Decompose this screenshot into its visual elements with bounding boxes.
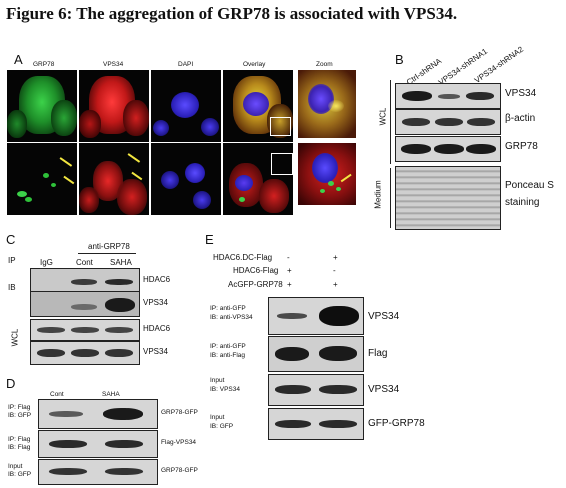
band-label-e-row1: VPS34 — [368, 311, 400, 322]
lane-label-saha-c: SAHA — [110, 258, 132, 267]
zoom-box-row1 — [270, 117, 291, 136]
cond-e-row4-b: IB: GFP — [210, 423, 234, 430]
band-label-d-row2: Flag-VPS34 — [161, 439, 197, 446]
band-label-c-vps34-2: VPS34 — [143, 347, 168, 356]
cond-e-acgfp: AcGFP-GRP78 — [228, 280, 283, 289]
band-label-c-hdac6-2: HDAC6 — [143, 324, 171, 333]
panel-e-label: E — [205, 232, 214, 247]
col-header-overlay: Overlay — [243, 61, 266, 68]
micrograph-dapi-row1 — [151, 70, 221, 142]
blot-e-row1 — [268, 297, 364, 335]
cond-d-row3-a: Input — [8, 463, 23, 470]
blot-e-row3 — [268, 374, 364, 406]
lane-label-cont-c: Cont — [76, 258, 93, 267]
band-label-e-row3: VPS34 — [368, 384, 400, 395]
panel-d-label: D — [6, 376, 16, 391]
lane-label-saha-d: SAHA — [102, 391, 120, 398]
wcl-label-c: WCL — [10, 328, 20, 347]
band-label-c-hdac6-1: HDAC6 — [143, 275, 171, 284]
cond-e-row3-a: Input — [210, 377, 225, 384]
blot-e-row4 — [268, 408, 364, 440]
cond-e-row3-b: IB: VPS34 — [210, 386, 240, 393]
cond-e-hdac6-lane2: - — [333, 266, 336, 275]
micrograph-zoom-row2 — [298, 143, 356, 205]
micrograph-vps34-row1 — [79, 70, 149, 142]
micrograph-dapi-row2 — [151, 143, 221, 215]
medium-bracket-b — [390, 168, 391, 228]
lane-label-cont-d: Cont — [50, 391, 64, 398]
cond-e-hdac6: HDAC6-Flag — [233, 266, 279, 275]
cond-e-acgfp-lane2: + — [333, 280, 338, 289]
col-header-dapi: DAPI — [178, 61, 194, 68]
figure-title: Figure 6: The aggregation of GRP78 is as… — [6, 4, 458, 23]
cond-e-hdac6dc-lane2: + — [333, 253, 338, 262]
cond-d-row2-a: IP: Flag — [8, 436, 31, 443]
arrow-icon — [63, 175, 75, 184]
antibody-bracket-c — [78, 253, 136, 254]
cond-e-row1-a: IP: anti-GFP — [210, 305, 246, 312]
cond-e-acgfp-lane1: + — [287, 280, 292, 289]
panel-b-label: B — [395, 52, 404, 67]
blot-c-hdac6-wcl — [30, 319, 140, 341]
ponceau-label-line1: Ponceau S — [505, 180, 554, 191]
band-label-b-vps34: VPS34 — [505, 88, 537, 99]
col-header-zoom: Zoom — [316, 61, 333, 68]
band-label-e-row2: Flag — [368, 348, 388, 359]
cond-e-row4-a: Input — [210, 414, 225, 421]
blot-d-row3 — [38, 459, 158, 485]
cond-d-row2-b: IB: Flag — [8, 444, 31, 451]
cond-e-hdac6-lane1: + — [287, 266, 292, 275]
ponceau-label-line2: staining — [505, 197, 540, 208]
band-label-b-actin: β-actin — [505, 113, 536, 124]
cond-e-row2-a: IP: anti-GFP — [210, 343, 246, 350]
micrograph-overlay-row1 — [223, 70, 293, 142]
ib-label-c: IB — [8, 283, 16, 292]
panel-a-label: A — [14, 52, 23, 67]
band-label-e-row4: GFP-GRP78 — [368, 418, 425, 429]
cond-d-row3-b: IB: GFP — [8, 471, 32, 478]
micrograph-grp78-row1 — [7, 70, 77, 142]
blot-b-vps34 — [395, 83, 501, 109]
blot-b-actin — [395, 109, 501, 135]
band-label-b-grp78: GRP78 — [505, 141, 538, 152]
blot-e-row2 — [268, 336, 364, 372]
cond-e-row2-b: IB: anti-Flag — [210, 352, 246, 359]
blot-b-grp78 — [395, 136, 501, 162]
blot-d-row2 — [38, 430, 158, 458]
cond-e-hdac6dc-lane1: - — [287, 253, 290, 262]
band-label-d-row3: GRP78-GFP — [161, 467, 198, 474]
wcl-label-b: WCL — [378, 107, 388, 126]
panel-c-label: C — [6, 232, 16, 247]
band-label-c-vps34-1: VPS34 — [143, 298, 168, 307]
arrow-icon — [59, 157, 73, 167]
zoom-box-row2 — [271, 153, 293, 175]
cond-e-hdac6dc: HDAC6.DC-Flag — [213, 253, 273, 262]
blot-b-ponceau — [395, 166, 501, 230]
micrograph-zoom-row1 — [298, 70, 356, 138]
col-header-grp78: GRP78 — [33, 61, 55, 68]
cond-e-row1-b: IB: anti-VPS34 — [210, 314, 253, 321]
arrow-icon — [127, 153, 141, 163]
ip-label-c: IP — [8, 256, 16, 265]
wcl-bracket-b — [390, 80, 391, 164]
blot-c-hdac6-ip — [30, 268, 140, 292]
cond-d-row1-a: IP: Flag — [8, 404, 31, 411]
col-header-vps34: VPS34 — [103, 61, 124, 68]
lane-label-igg: IgG — [40, 258, 53, 267]
antibody-label-c: anti-GRP78 — [88, 242, 130, 251]
medium-label-b: Medium — [373, 180, 383, 209]
micrograph-grp78-row2 — [7, 143, 77, 215]
blot-d-row1 — [38, 399, 158, 429]
band-label-d-row1: GRP78-GFP — [161, 409, 198, 416]
blot-c-vps34-wcl — [30, 341, 140, 365]
cond-d-row1-b: IB: GFP — [8, 412, 32, 419]
micrograph-vps34-row2 — [79, 143, 149, 215]
blot-c-vps34-ip — [30, 291, 140, 317]
micrograph-overlay-row2 — [223, 143, 293, 215]
